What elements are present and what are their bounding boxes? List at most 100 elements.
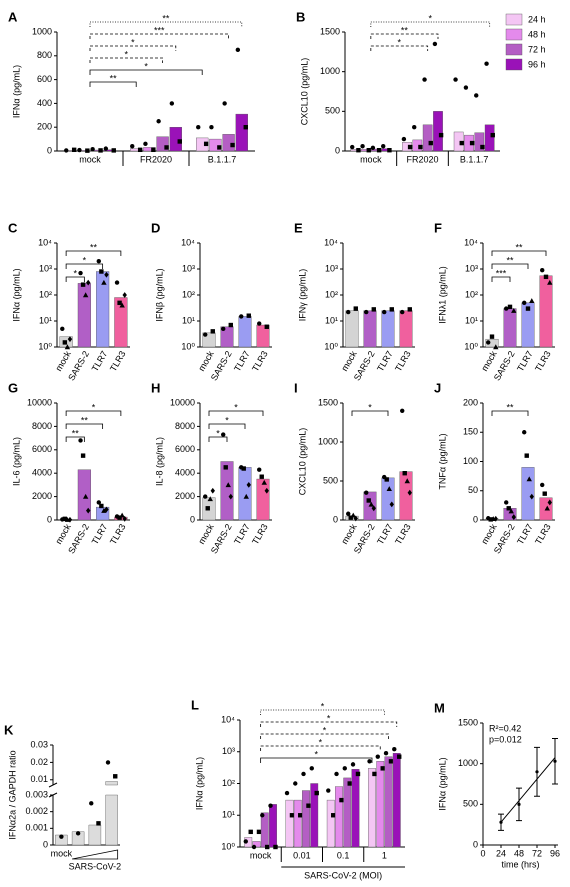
data-point <box>314 790 319 796</box>
data-point <box>96 500 101 505</box>
data-point <box>350 512 356 518</box>
y-axis-label: IFNβ (pg/mL) <box>154 268 164 321</box>
bar <box>474 132 485 152</box>
y-axis-label: IL-8 (pg/mL) <box>154 437 164 486</box>
data-point <box>356 148 361 153</box>
data-point <box>203 141 209 147</box>
y-axis-label: CXCL10 (pg/mL) <box>299 58 309 126</box>
data-point <box>64 344 71 350</box>
data-point <box>82 292 89 298</box>
y-tick-label: 0 <box>333 514 338 524</box>
significance-bracket <box>260 733 389 739</box>
data-point <box>60 326 65 332</box>
data-point <box>412 125 417 130</box>
data-point <box>490 132 495 138</box>
data-point <box>273 844 278 850</box>
data-point <box>463 85 469 90</box>
y-tick-label: 10³ <box>465 263 478 273</box>
significance-label: * <box>83 255 87 265</box>
panel-letter: B <box>296 9 305 24</box>
x-tick-label: 1 <box>382 850 387 860</box>
data-point <box>96 258 101 264</box>
bar <box>238 467 252 521</box>
panel-letter: C <box>8 220 18 235</box>
data-point <box>522 430 527 435</box>
data-point <box>397 754 402 759</box>
bar <box>169 126 182 152</box>
legend-swatch <box>505 58 523 71</box>
x-tick-label: 0.1 <box>337 850 350 860</box>
y-tick-label: 1500 <box>320 26 340 36</box>
panel-letter: E <box>294 220 303 235</box>
data-point <box>169 101 175 106</box>
data-point <box>62 516 68 522</box>
data-point <box>203 332 208 337</box>
data-point <box>474 93 479 98</box>
y-tick-label: 8000 <box>32 421 52 431</box>
significance-label: ** <box>162 13 170 23</box>
y-tick-label: 10⁴ <box>221 714 235 724</box>
data-point <box>386 486 392 491</box>
significance-label: * <box>397 37 401 47</box>
data-point <box>432 41 438 47</box>
data-point <box>264 324 269 329</box>
bar <box>521 467 535 521</box>
y-tick-label: 0 <box>47 145 52 155</box>
data-point <box>547 499 552 506</box>
data-point <box>366 498 371 503</box>
data-point <box>86 507 91 514</box>
y-tick-label: 4000 <box>32 468 52 478</box>
x-tick-label: B.1.1.7 <box>208 154 237 164</box>
data-point <box>284 790 290 796</box>
data-point <box>98 148 103 153</box>
significance-bracket <box>370 33 439 39</box>
significance-label: * <box>319 737 323 747</box>
panel-letter: J <box>434 380 441 395</box>
bar <box>293 799 302 848</box>
panel-letter: G <box>8 380 18 395</box>
significance-bracket <box>65 263 104 269</box>
x-axis-label: time (hrs) <box>502 859 540 869</box>
data-point <box>306 803 311 808</box>
data-point <box>339 797 344 803</box>
data-point <box>529 298 535 303</box>
data-point <box>99 269 104 274</box>
significance-bracket <box>65 250 122 256</box>
significance-bracket <box>89 81 137 87</box>
data-point <box>488 517 493 522</box>
legend-label: 48 h <box>528 29 546 39</box>
data-point <box>248 829 253 835</box>
group-label: SARS-CoV-2 <box>69 861 122 871</box>
significance-bracket <box>370 45 429 51</box>
data-point <box>203 494 208 499</box>
bar <box>252 841 261 848</box>
x-tick-label: mock <box>360 154 382 164</box>
data-point <box>453 77 458 82</box>
data-point <box>404 478 410 484</box>
y-axis-label: IFNα (pg/mL) <box>11 268 21 321</box>
data-point <box>387 148 392 153</box>
data-point <box>228 322 233 328</box>
y-axis-label: IFNα (pg/mL) <box>11 65 21 118</box>
bar <box>399 310 413 348</box>
annotation: p=0.012 <box>489 734 522 744</box>
y-tick-label: 1500 <box>458 717 478 727</box>
data-point <box>246 482 251 488</box>
y-tick-label: 1000 <box>320 66 340 76</box>
significance-label: * <box>234 402 238 412</box>
significance-label: ** <box>401 25 409 35</box>
bar <box>88 824 102 846</box>
significance-bracket <box>491 410 529 416</box>
legend-label: 72 h <box>528 44 546 54</box>
data-point <box>504 306 509 311</box>
data-point <box>80 453 86 458</box>
data-point <box>265 844 270 850</box>
bar <box>351 769 360 848</box>
data-point <box>117 300 122 306</box>
data-point <box>383 751 389 756</box>
data-point <box>535 770 539 774</box>
data-point <box>388 759 394 764</box>
significance-bracket <box>65 436 85 442</box>
data-point <box>511 307 517 313</box>
